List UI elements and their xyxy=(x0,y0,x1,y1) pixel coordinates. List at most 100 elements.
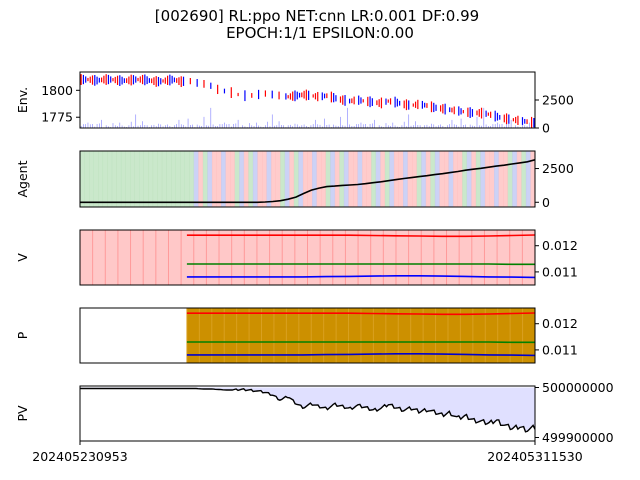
portfolio_value-ylabel: PV xyxy=(15,405,30,422)
action-band xyxy=(111,151,117,207)
action-band xyxy=(462,151,468,207)
action-band xyxy=(166,151,172,207)
action-band xyxy=(130,151,135,207)
action-band xyxy=(380,151,386,207)
action-band xyxy=(439,151,445,207)
action-band xyxy=(507,151,513,207)
action-band xyxy=(221,151,226,207)
action-band xyxy=(157,151,163,207)
env-axes-frame xyxy=(79,71,536,129)
action-band xyxy=(93,151,99,207)
action-band xyxy=(207,151,213,207)
action-band xyxy=(453,151,458,207)
action-band xyxy=(257,151,263,207)
action-band xyxy=(193,151,199,207)
action-band xyxy=(444,151,449,207)
action-band xyxy=(184,151,190,207)
agent-right-tick-label: 2500 xyxy=(542,161,574,176)
action-band xyxy=(334,151,340,207)
action-band xyxy=(252,151,258,207)
action-band xyxy=(312,151,317,207)
env-left-tick-label: 1775 xyxy=(41,110,73,125)
value-ticks: 0.011 0.012 xyxy=(535,238,578,279)
action-band xyxy=(102,151,108,207)
portfolio_value-right-tick-label: 500000000 xyxy=(542,380,614,395)
env-right-tick-label: 2500 xyxy=(542,93,574,108)
action-band xyxy=(211,151,217,207)
action-band xyxy=(357,151,363,207)
action-band xyxy=(516,151,522,207)
action-band xyxy=(116,151,122,207)
pv-axes-frame xyxy=(79,385,536,442)
pv-plot-area xyxy=(80,387,535,433)
action-band xyxy=(366,151,372,207)
action-band xyxy=(271,151,276,207)
action-band xyxy=(489,151,495,207)
env-ylabel: Env. xyxy=(15,87,30,113)
action-band xyxy=(298,151,304,207)
action-band xyxy=(471,151,477,207)
action-band xyxy=(139,151,144,207)
panel-agent: 0 2500 xyxy=(79,150,574,210)
action-band xyxy=(189,151,195,207)
action-band xyxy=(498,151,504,207)
action-band xyxy=(375,151,381,207)
env-plot-area xyxy=(80,74,535,128)
action-band xyxy=(416,151,422,207)
policy-plot-area xyxy=(186,308,535,363)
action-band xyxy=(484,151,490,207)
env-left-tick-label: 1800 xyxy=(41,83,73,98)
action-band xyxy=(343,151,349,207)
pv-ticks: 499900000 500000000 xyxy=(535,380,614,445)
action-band xyxy=(521,151,527,207)
action-band xyxy=(293,151,299,207)
action-band xyxy=(302,151,308,207)
value-right-tick-label: 0.011 xyxy=(542,264,578,279)
action-band xyxy=(457,151,463,207)
value-ylabel: V xyxy=(15,253,30,262)
agent-plot-area xyxy=(80,151,535,207)
action-band xyxy=(198,151,204,207)
action-band xyxy=(230,151,235,207)
action-band xyxy=(171,151,176,207)
policy-blue-line xyxy=(186,353,535,357)
action-band xyxy=(412,151,417,207)
pv-series-line xyxy=(80,387,535,433)
action-band xyxy=(266,151,272,207)
action-band xyxy=(262,151,267,207)
value-blue-line xyxy=(186,275,535,279)
action-band xyxy=(239,151,245,207)
x-axis-ticks: 202405230953 202405311530 xyxy=(32,441,583,464)
action-band xyxy=(275,151,281,207)
agent-right-tick-label: 0 xyxy=(542,195,550,210)
action-band xyxy=(180,151,185,207)
action-band xyxy=(143,151,149,207)
action-band xyxy=(339,151,345,207)
agent-ylabel: Agent xyxy=(15,160,30,197)
panel-portfolio-value: 499900000 500000000 xyxy=(79,380,614,445)
action-band xyxy=(353,151,358,207)
policy-right-tick-label: 0.011 xyxy=(542,342,578,357)
action-band xyxy=(434,151,440,207)
x-tick-label: 202405311530 xyxy=(487,449,582,464)
action-band xyxy=(330,151,336,207)
action-band xyxy=(80,151,85,207)
policy-right-tick-label: 0.012 xyxy=(542,316,578,331)
value-axes-frame xyxy=(79,229,536,286)
action-band xyxy=(512,151,518,207)
panel-value: 0.011 0.012 xyxy=(79,229,578,286)
action-band xyxy=(466,151,472,207)
action-band xyxy=(280,151,286,207)
policy-axes-frame xyxy=(79,307,536,364)
action-band xyxy=(284,151,290,207)
action-band xyxy=(503,151,508,207)
action-band xyxy=(525,151,531,207)
action-band xyxy=(98,151,104,207)
action-band xyxy=(407,151,413,207)
action-band xyxy=(448,151,454,207)
action-band xyxy=(362,151,367,207)
value-right-tick-label: 0.012 xyxy=(542,238,578,253)
action-band xyxy=(107,151,113,207)
action-band xyxy=(152,151,158,207)
